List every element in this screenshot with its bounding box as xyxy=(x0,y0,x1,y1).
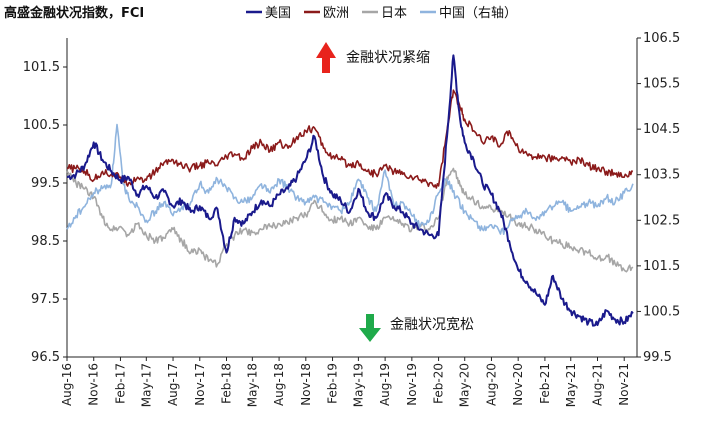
x-tick-label: Nov-20 xyxy=(511,363,525,406)
x-tick-label: Aug-17 xyxy=(166,363,180,406)
x-tick-label: Aug-19 xyxy=(378,363,392,406)
legend-label-3: 中国（右轴） xyxy=(439,6,517,21)
y2-tick-label: 104.5 xyxy=(643,122,680,137)
x-tick-label: Aug-16 xyxy=(60,363,74,406)
axes: 96.5 97.5 98.5 99.5 100.5 101.5 99.5 100.5 101.5… xyxy=(23,31,680,407)
x-tick-label: Aug-20 xyxy=(484,363,498,406)
x-tick-label: Nov-21 xyxy=(617,363,631,406)
series-layer xyxy=(66,54,634,327)
y2-tick-label: 101.5 xyxy=(643,259,680,274)
legend-label-1: 欧洲 xyxy=(323,6,349,21)
series-line-1 xyxy=(66,89,634,189)
series-line-0 xyxy=(66,54,634,327)
series-line-2 xyxy=(66,167,634,273)
tightening-arrow-icon xyxy=(316,42,336,73)
x-tick-label: May-20 xyxy=(458,363,472,407)
x-tick-label: Nov-19 xyxy=(405,363,419,406)
y-tick-label: 97.5 xyxy=(31,292,60,307)
x-tick-label: May-21 xyxy=(564,363,578,407)
x-tick-label: May-19 xyxy=(351,363,365,407)
y-tick-label: 99.5 xyxy=(31,176,60,191)
x-tick-label: Feb-21 xyxy=(538,363,552,404)
y-tick-label: 100.5 xyxy=(23,118,60,133)
y2-tick-label: 103.5 xyxy=(643,168,680,183)
x-tick-label: Aug-21 xyxy=(590,363,604,406)
x-tick-label: Feb-20 xyxy=(432,363,446,404)
legend-label-0: 美国 xyxy=(265,6,291,21)
x-tick-label: Feb-18 xyxy=(219,363,233,404)
x-tick-label: Feb-19 xyxy=(326,363,340,404)
x-tick-label: Aug-18 xyxy=(272,363,286,406)
y-tick-label: 98.5 xyxy=(31,234,60,249)
legend: 美国 欧洲 日本 中国（右轴） xyxy=(246,6,517,21)
y2-tick-label: 105.5 xyxy=(643,77,680,92)
x-tick-label: Feb-17 xyxy=(113,363,127,404)
series-line-3 xyxy=(66,123,634,235)
x-tick-label: Nov-18 xyxy=(299,363,313,406)
y2-tick-label: 99.5 xyxy=(643,350,672,365)
x-tick-label: May-18 xyxy=(245,363,259,407)
y2-tick-label: 100.5 xyxy=(643,304,680,319)
y2-tick-label: 102.5 xyxy=(643,213,680,228)
loosening-arrow-icon xyxy=(359,314,381,342)
x-tick-label: Nov-16 xyxy=(87,363,101,406)
y2-tick-label: 106.5 xyxy=(643,31,680,46)
tightening-label: 金融状况紧缩 xyxy=(346,50,430,66)
legend-label-2: 日本 xyxy=(381,6,407,21)
chart-title: 高盛金融状况指数，FCI xyxy=(4,5,144,21)
loosening-label: 金融状况宽松 xyxy=(390,316,474,333)
y-tick-label: 101.5 xyxy=(23,60,60,75)
y-tick-label: 96.5 xyxy=(31,350,60,365)
annotations: 金融状况紧缩 金融状况宽松 xyxy=(316,42,474,342)
x-tick-label: May-17 xyxy=(139,363,153,407)
x-tick-label: Nov-17 xyxy=(193,363,207,406)
